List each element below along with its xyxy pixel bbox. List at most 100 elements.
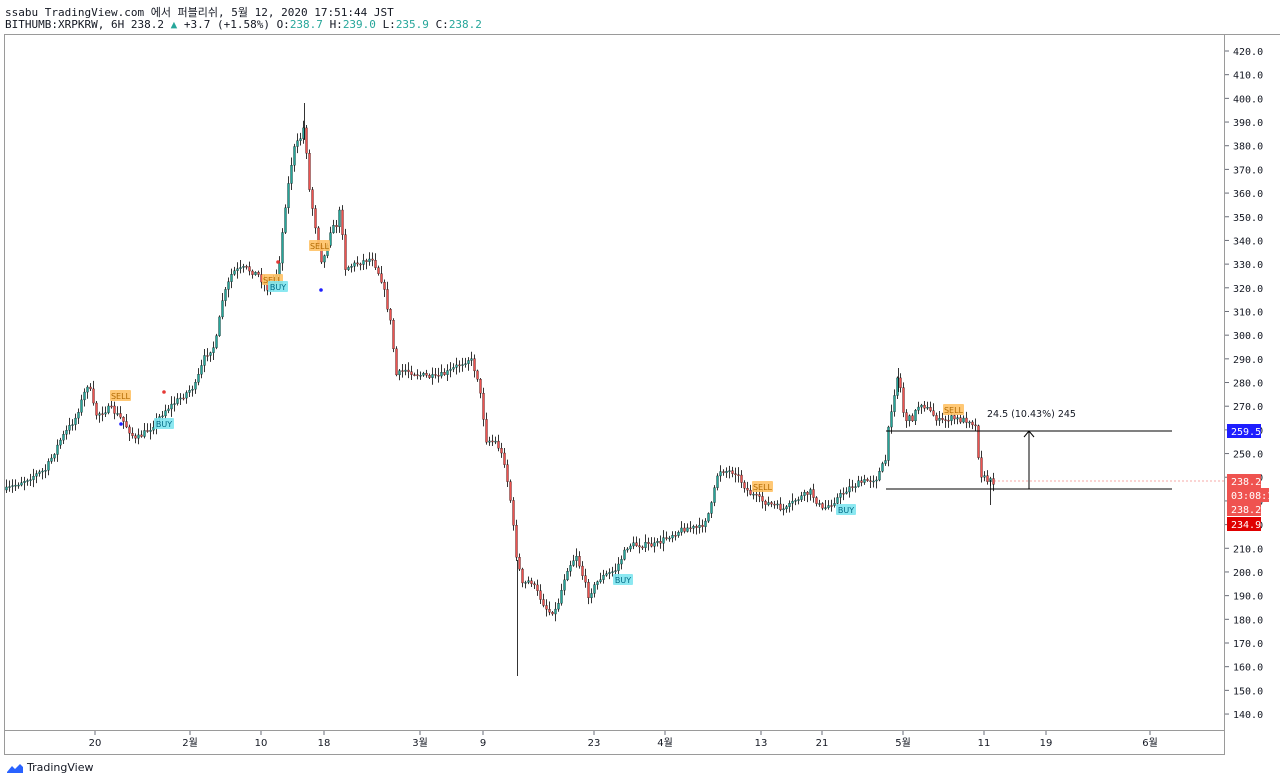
candle-body bbox=[887, 426, 890, 461]
candle-body bbox=[443, 372, 446, 375]
time-tick-label: 9 bbox=[480, 738, 486, 749]
candle-body bbox=[530, 580, 533, 584]
bar-countdown-label: 03:08:18 bbox=[1231, 491, 1279, 502]
candle-body bbox=[662, 537, 665, 544]
candle-body bbox=[710, 502, 713, 514]
signal-marker-dot bbox=[276, 260, 280, 264]
candle-body bbox=[188, 390, 191, 393]
candle-body bbox=[98, 413, 101, 416]
candle-body bbox=[617, 563, 620, 571]
candle-body bbox=[362, 260, 365, 265]
candle-body bbox=[515, 525, 518, 558]
price-tick-label: 310.0 bbox=[1233, 307, 1263, 318]
candle-body bbox=[236, 268, 239, 271]
candle-body bbox=[851, 486, 854, 488]
sell-signal-label: SELL bbox=[944, 406, 964, 415]
candle-body bbox=[968, 421, 971, 424]
candle-body bbox=[65, 430, 68, 435]
candle-body bbox=[314, 208, 317, 229]
candle-body bbox=[776, 503, 779, 506]
time-tick-label: 2월 bbox=[182, 737, 198, 749]
candle-body bbox=[824, 507, 827, 509]
candle-body bbox=[461, 364, 464, 366]
candle-body bbox=[128, 426, 131, 434]
candle-body bbox=[200, 365, 203, 375]
candle-body bbox=[818, 503, 821, 505]
candle-body bbox=[602, 575, 605, 580]
signal-marker-dot bbox=[319, 288, 323, 292]
candle-body bbox=[725, 471, 728, 473]
candle-body bbox=[215, 335, 218, 348]
candle-body bbox=[809, 489, 812, 495]
candle-body bbox=[779, 503, 782, 511]
time-scale[interactable] bbox=[4, 731, 1225, 755]
tradingview-logo[interactable]: TradingView bbox=[6, 761, 93, 774]
candle-body bbox=[746, 488, 749, 491]
candle-body bbox=[59, 439, 62, 446]
candle-body bbox=[554, 608, 557, 615]
candle-body bbox=[500, 448, 503, 454]
buy-signal-label: BUY bbox=[838, 506, 854, 515]
candle-body bbox=[248, 266, 251, 272]
price-tick-label: 150.0 bbox=[1233, 686, 1263, 697]
candle-body bbox=[584, 575, 587, 583]
candle-body bbox=[131, 433, 134, 436]
candle-body bbox=[83, 391, 86, 401]
candle-body bbox=[728, 470, 731, 472]
candle-body bbox=[41, 470, 44, 473]
candle-body bbox=[830, 505, 833, 507]
range-bottom-price-label: 234.9 bbox=[1231, 520, 1261, 531]
price-tick-label: 410.0 bbox=[1233, 71, 1263, 82]
candle-body bbox=[668, 537, 671, 540]
ohlc-open: 238.7 bbox=[289, 18, 323, 31]
price-tick-label: 420.0 bbox=[1233, 47, 1263, 58]
candle-body bbox=[26, 480, 29, 482]
candle-body bbox=[374, 260, 377, 268]
candle-body bbox=[557, 603, 560, 610]
candle-body bbox=[182, 397, 185, 400]
price-tick-label: 250.0 bbox=[1233, 450, 1263, 461]
publish-info: ssabu TradingView.com 에서 퍼블리쉬, 5월 12, 20… bbox=[5, 6, 394, 19]
candle-body bbox=[893, 395, 896, 412]
measure-arrow-icon bbox=[1023, 430, 1035, 438]
time-tick-label: 3월 bbox=[412, 737, 428, 749]
price-tick-label: 180.0 bbox=[1233, 615, 1263, 626]
bar-countdown-label-bg bbox=[1227, 488, 1269, 502]
price-scale[interactable] bbox=[1225, 34, 1280, 731]
candle-body bbox=[92, 388, 95, 404]
last-price-label-secondary-bg bbox=[1227, 502, 1261, 516]
candle-body bbox=[962, 417, 965, 423]
candle-body bbox=[791, 500, 794, 504]
candle-body bbox=[926, 407, 929, 409]
candle-body bbox=[380, 273, 383, 283]
candle-body bbox=[578, 556, 581, 567]
candle-body bbox=[866, 479, 869, 481]
candle-body bbox=[611, 571, 614, 573]
candle-body bbox=[770, 502, 773, 505]
candle-body bbox=[899, 377, 902, 388]
candle-body bbox=[683, 527, 686, 532]
range-top-price-label-bg bbox=[1227, 424, 1261, 438]
candle-body bbox=[932, 410, 935, 416]
candle-body bbox=[623, 549, 626, 560]
candle-body bbox=[692, 526, 695, 529]
candle-body bbox=[170, 403, 173, 410]
candle-body bbox=[38, 471, 41, 474]
candle-body bbox=[449, 368, 452, 371]
price-tick-label: 210.0 bbox=[1233, 544, 1263, 555]
price-tick-label: 390.0 bbox=[1233, 118, 1263, 129]
candle-body bbox=[551, 612, 554, 615]
candle-body bbox=[356, 262, 359, 265]
candle-body bbox=[701, 524, 704, 527]
candle-body bbox=[716, 475, 719, 488]
candle-body bbox=[965, 417, 968, 423]
candle-body bbox=[938, 418, 941, 421]
candle-body bbox=[350, 266, 353, 268]
buy-signal-badge bbox=[154, 418, 174, 429]
chart-pane[interactable] bbox=[4, 34, 1225, 731]
symbol-name[interactable]: BITHUMB:XRPKRW, 6H bbox=[5, 18, 125, 31]
candle-body bbox=[101, 413, 104, 415]
candle-body bbox=[218, 316, 221, 336]
price-tick-label: 170.0 bbox=[1233, 639, 1263, 650]
